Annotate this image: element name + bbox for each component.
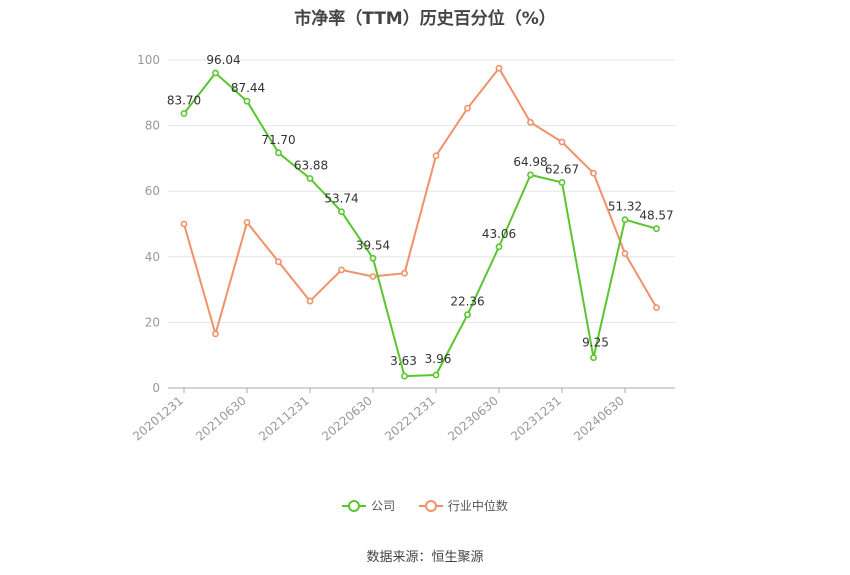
data-label-company-7: 3.63 bbox=[390, 354, 417, 368]
data-label-company-3: 71.70 bbox=[261, 133, 295, 147]
point-company-6 bbox=[369, 254, 377, 262]
data-label-company-6: 39.54 bbox=[356, 238, 390, 252]
legend-item-industry-median[interactable]: 行业中位数 bbox=[418, 497, 508, 514]
data-label-company-12: 62.67 bbox=[545, 162, 579, 176]
point-industry-median-12 bbox=[558, 138, 566, 146]
point-industry-median-3 bbox=[275, 258, 282, 266]
legend: 公司 行业中位数 bbox=[0, 497, 850, 515]
point-industry-median-9 bbox=[464, 104, 471, 112]
chart-title: 市净率（TTM）历史百分位（%） bbox=[294, 9, 556, 29]
series-line-company bbox=[183, 71, 657, 378]
x-tick-label-20240630: 20240630 bbox=[571, 394, 627, 444]
point-company-8 bbox=[432, 371, 440, 379]
y-tick-label-40: 40 bbox=[145, 250, 160, 264]
data-label-company-4: 63.88 bbox=[294, 158, 328, 172]
point-company-5 bbox=[338, 208, 345, 216]
point-company-0 bbox=[180, 110, 188, 117]
data-label-company-1: 96.04 bbox=[206, 53, 240, 67]
x-tick-label-20201231: 20201231 bbox=[130, 394, 186, 444]
point-industry-median-2 bbox=[243, 218, 251, 226]
data-label-company-8: 3.96 bbox=[425, 352, 452, 366]
legend-label-industry-median: 行业中位数 bbox=[447, 499, 508, 513]
point-company-9 bbox=[464, 311, 471, 319]
point-company-10 bbox=[495, 243, 503, 251]
x-tick-label-20211231: 20211231 bbox=[256, 394, 312, 444]
point-company-2 bbox=[243, 97, 251, 105]
point-company-11 bbox=[527, 171, 534, 179]
point-company-7 bbox=[401, 372, 408, 380]
y-tick-label-20: 20 bbox=[145, 315, 160, 329]
point-industry-median-15 bbox=[653, 304, 660, 312]
data-label-company-5: 53.74 bbox=[324, 192, 358, 206]
legend-item-company[interactable]: 公司 bbox=[342, 497, 395, 514]
data-labels: 83.70 96.04 87.44 71.70 63.88 53.74 39.54 3.63 3… bbox=[167, 53, 674, 368]
y-tick-label-60: 60 bbox=[145, 184, 160, 198]
grid-lines bbox=[168, 59, 675, 323]
point-company-3 bbox=[275, 149, 282, 157]
data-label-company-2: 87.44 bbox=[231, 81, 265, 95]
series-lines bbox=[180, 64, 660, 380]
point-company-4 bbox=[306, 175, 314, 182]
x-tick-label-20210630: 20210630 bbox=[193, 394, 249, 444]
y-tick-label-0: 0 bbox=[152, 381, 160, 395]
legend-label-company: 公司 bbox=[371, 499, 396, 513]
point-industry-median-11 bbox=[527, 118, 534, 126]
point-company-15 bbox=[653, 225, 660, 233]
legend-swatch-company bbox=[342, 499, 367, 512]
data-label-company-10: 43.06 bbox=[482, 227, 516, 241]
x-tick-label-20230630: 20230630 bbox=[445, 394, 501, 444]
point-industry-median-1 bbox=[212, 330, 219, 338]
data-label-company-9: 22.36 bbox=[450, 295, 484, 309]
point-industry-median-13 bbox=[590, 169, 597, 177]
point-industry-median-10 bbox=[495, 64, 503, 72]
x-tick-label-20221231: 20221231 bbox=[382, 394, 438, 444]
data-source: 数据来源：恒生聚源 bbox=[366, 550, 484, 565]
y-tick-label-100: 100 bbox=[137, 53, 160, 67]
data-label-company-11: 64.98 bbox=[513, 155, 547, 169]
point-company-12 bbox=[558, 179, 566, 186]
point-industry-median-14 bbox=[621, 250, 629, 257]
data-label-company-13: 9.25 bbox=[582, 336, 609, 350]
x-tick-label-20220630: 20220630 bbox=[319, 394, 375, 444]
legend-swatch-industry-median bbox=[418, 499, 443, 512]
point-company-14 bbox=[621, 216, 629, 224]
point-industry-median-7 bbox=[401, 269, 408, 277]
point-company-13 bbox=[590, 354, 597, 362]
series-line-industry-median bbox=[183, 67, 658, 335]
data-label-company-0: 83.70 bbox=[167, 93, 201, 107]
point-industry-median-5 bbox=[338, 266, 345, 274]
x-tick-label-20231231: 20231231 bbox=[508, 394, 564, 444]
point-industry-median-0 bbox=[180, 220, 188, 228]
point-company-1 bbox=[212, 69, 219, 77]
point-industry-median-6 bbox=[369, 273, 377, 280]
point-industry-median-8 bbox=[432, 152, 440, 160]
data-label-company-14: 51.32 bbox=[608, 200, 642, 214]
point-industry-median-4 bbox=[306, 297, 314, 305]
y-tick-label-80: 80 bbox=[145, 119, 160, 133]
data-label-company-15: 48.57 bbox=[639, 209, 673, 223]
